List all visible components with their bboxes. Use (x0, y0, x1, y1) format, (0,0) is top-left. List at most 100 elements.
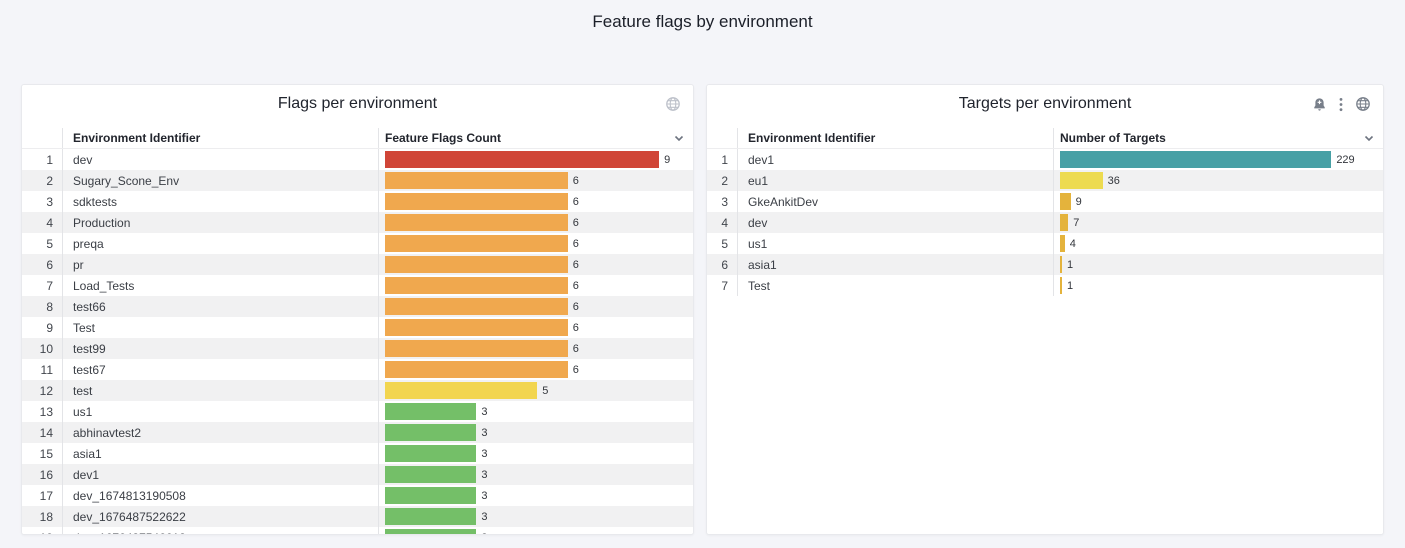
table-row: 17 dev_1674813190508 3 (22, 485, 693, 506)
column-header-environment-identifier[interactable]: Environment Identifier (738, 128, 1054, 148)
value-label: 229 (1336, 153, 1355, 166)
row-number: 9 (22, 317, 63, 338)
environment-identifier-cell: Load_Tests (63, 275, 379, 296)
value-bar (1060, 193, 1071, 210)
value-bar (385, 487, 477, 504)
page-title: Feature flags by environment (592, 12, 813, 31)
value-label: 6 (572, 258, 579, 271)
value-label: 3 (481, 447, 488, 460)
value-cell: 6 (379, 254, 693, 275)
value-label: 3 (481, 510, 488, 523)
value-bar (385, 172, 568, 189)
environment-identifier-cell: Sugary_Scone_Env (63, 170, 379, 191)
column-header-number-of-targets[interactable]: Number of Targets (1060, 131, 1166, 145)
value-bar (385, 529, 477, 534)
panel-header-icons (665, 85, 681, 123)
row-number: 12 (22, 380, 63, 401)
environment-identifier-cell: preqa (63, 233, 379, 254)
row-number: 2 (707, 170, 738, 191)
value-label: 36 (1107, 174, 1120, 187)
row-number: 3 (707, 191, 738, 212)
environment-identifier-cell: asia1 (63, 443, 379, 464)
value-label: 3 (481, 532, 487, 535)
value-label: 3 (481, 489, 488, 502)
value-cell: 3 (379, 443, 693, 464)
row-number: 13 (22, 401, 63, 422)
environment-identifier-cell: sdktests (63, 191, 379, 212)
value-bar (385, 424, 477, 441)
row-number: 6 (22, 254, 63, 275)
alert-bell-icon[interactable] (1312, 97, 1327, 112)
environment-identifier-cell: us1 (738, 233, 1054, 254)
value-bar (1060, 172, 1103, 189)
row-number: 11 (22, 359, 63, 380)
row-number: 2 (22, 170, 63, 191)
value-label: 3 (481, 405, 488, 418)
table-row: 12 test 5 (22, 380, 693, 401)
chevron-down-icon[interactable] (673, 132, 685, 144)
value-bar (385, 193, 568, 210)
table-row: 19dev_1676487546612 3 (22, 527, 693, 534)
value-cell: 4 (1054, 233, 1383, 254)
value-bar (1060, 256, 1062, 273)
row-number: 7 (707, 275, 738, 296)
row-number: 18 (22, 506, 63, 527)
row-number: 19 (22, 527, 63, 534)
value-cell: 9 (1054, 191, 1383, 212)
table-row: 10 test99 6 (22, 338, 693, 359)
row-number: 1 (707, 149, 738, 170)
value-label: 6 (572, 195, 579, 208)
value-cell: 5 (379, 380, 693, 401)
table-row: 6 asia1 1 (707, 254, 1383, 275)
globe-icon[interactable] (1355, 96, 1371, 112)
environment-identifier-cell: Test (738, 275, 1054, 296)
globe-icon[interactable] (665, 96, 681, 112)
table-row: 5 preqa 6 (22, 233, 693, 254)
table-row: 15 asia1 3 (22, 443, 693, 464)
value-bar (1060, 151, 1332, 168)
value-cell: 9 (379, 149, 693, 170)
targets-table: Environment Identifier Number of Targets… (707, 128, 1383, 534)
panel-header-icons (1312, 85, 1371, 123)
environment-identifier-cell: Production (63, 212, 379, 233)
value-bar (385, 256, 568, 273)
value-label: 4 (1069, 237, 1076, 250)
row-number: 15 (22, 443, 63, 464)
value-bar (385, 382, 538, 399)
row-number: 10 (22, 338, 63, 359)
value-bar (385, 361, 568, 378)
environment-identifier-cell: test67 (63, 359, 379, 380)
kebab-menu-icon[interactable] (1339, 97, 1343, 112)
environment-identifier-cell: dev (738, 212, 1054, 233)
flags-table: Environment Identifier Feature Flags Cou… (22, 128, 693, 534)
chevron-down-icon[interactable] (1363, 132, 1375, 144)
table-row: 3 sdktests 6 (22, 191, 693, 212)
panel-targets-per-environment: Targets per environment (706, 84, 1384, 535)
table-row: 9 Test 6 (22, 317, 693, 338)
value-cell: 7 (1054, 212, 1383, 233)
panel-header: Targets per environment (707, 85, 1383, 123)
column-header-feature-flags-count[interactable]: Feature Flags Count (385, 131, 502, 145)
value-bar (385, 235, 568, 252)
value-bar (385, 151, 660, 168)
value-cell: 6 (379, 212, 693, 233)
row-number: 4 (707, 212, 738, 233)
table-row: 2 eu1 36 (707, 170, 1383, 191)
table-row: 3 GkeAnkitDev 9 (707, 191, 1383, 212)
environment-identifier-cell: GkeAnkitDev (738, 191, 1054, 212)
row-number: 5 (22, 233, 63, 254)
value-bar (1060, 277, 1062, 294)
panel-title[interactable]: Flags per environment (277, 95, 438, 112)
row-number: 5 (707, 233, 738, 254)
environment-identifier-cell: dev_1676487546612 (63, 527, 379, 534)
table-header-row: Environment Identifier Feature Flags Cou… (22, 128, 693, 149)
environment-identifier-cell: test99 (63, 338, 379, 359)
value-label: 6 (572, 279, 579, 292)
column-header-environment-identifier[interactable]: Environment Identifier (63, 128, 379, 148)
panel-title[interactable]: Targets per environment (958, 95, 1132, 112)
panel-header: Flags per environment (22, 85, 693, 123)
environment-identifier-cell: abhinavtest2 (63, 422, 379, 443)
value-label: 6 (572, 216, 579, 229)
value-cell: 229 (1054, 149, 1383, 170)
value-cell: 6 (379, 317, 693, 338)
